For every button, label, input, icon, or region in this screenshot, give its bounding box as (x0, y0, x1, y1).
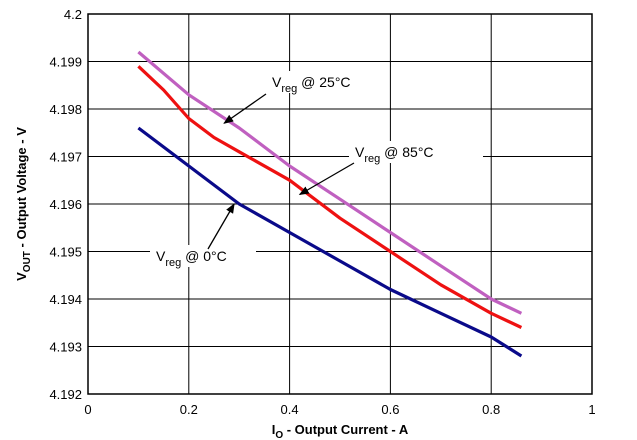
y-tick-label: 4.196 (49, 197, 82, 212)
y-tick-label: 4.198 (49, 102, 82, 117)
annotation-label: Vreg @ 25°C (272, 74, 351, 95)
annotation-label: Vreg @ 0°C (156, 248, 227, 269)
x-axis-title-rest: - Output Current - A (283, 422, 409, 437)
y-axis-title-rest: - Output Voltage - V (14, 127, 29, 251)
annotation-arrow (223, 93, 267, 124)
series-line-2 (137, 126, 523, 358)
y-tick-label: 4.195 (49, 245, 82, 260)
annotation-1: Vreg @ 85°C (298, 141, 483, 196)
x-tick-labels: 0 0.2 0.4 0.6 0.8 1 (84, 402, 595, 417)
x-tick-label: 0.8 (482, 402, 500, 417)
y-axis-title-sub: OUT (22, 251, 33, 272)
x-axis-title: IO - Output Current - A (272, 422, 409, 440)
annotation-label: Vreg @ 85°C (355, 144, 434, 165)
annotation-arrow (298, 162, 355, 196)
series-line-1 (137, 65, 523, 329)
x-tick-label: 0.2 (180, 402, 198, 417)
x-axis-title-main: I (272, 422, 276, 437)
y-axis-title: VOUT - Output Voltage - V (14, 127, 33, 281)
annotation-label-bg (150, 245, 256, 267)
y-tick-label: 4.199 (49, 55, 82, 70)
y-tick-label: 4.2 (64, 7, 82, 22)
series-line-0 (137, 50, 523, 315)
y-tick-label: 4.193 (49, 340, 82, 355)
annotation-arrow (207, 203, 235, 250)
y-tick-label: 4.197 (49, 150, 82, 165)
y-axis-title-main: V (14, 272, 29, 281)
x-tick-label: 0.6 (381, 402, 399, 417)
x-tick-label: 0.4 (281, 402, 299, 417)
series-lines (137, 50, 523, 358)
annotation-label-bg (349, 141, 483, 163)
annotation-label-bg (266, 71, 370, 93)
annotations: Vreg @ 25°C Vreg @ 85°C Vreg @ 0°C (150, 71, 483, 269)
x-tick-label: 0 (84, 402, 91, 417)
y-tick-labels: 4.192 4.193 4.194 4.195 4.196 4.197 4.198 4.199… (49, 7, 82, 402)
x-axis-title-sub: O (275, 430, 283, 440)
annotation-0: Vreg @ 25°C (223, 71, 370, 124)
annotation-2: Vreg @ 0°C (150, 203, 256, 269)
y-tick-label: 4.192 (49, 387, 82, 402)
x-tick-label: 1 (588, 402, 595, 417)
y-tick-label: 4.194 (49, 292, 82, 307)
